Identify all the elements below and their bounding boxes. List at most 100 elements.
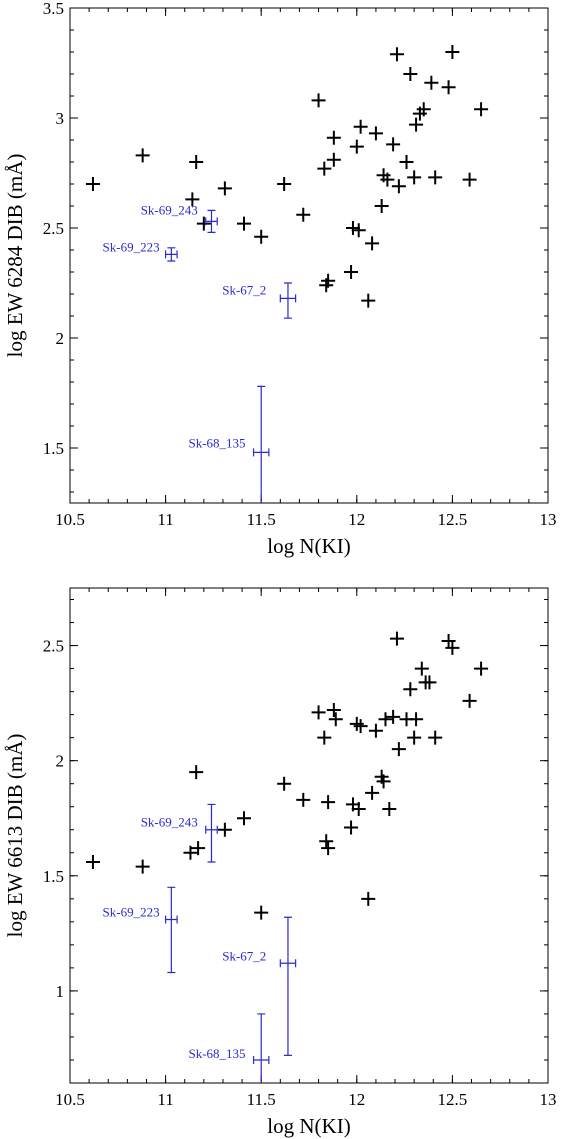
data-point-lmc-errorbar	[165, 886, 178, 974]
data-point-lmc-errorbar	[205, 209, 218, 233]
x-tick-label: 12.5	[438, 510, 468, 529]
data-point-milky-way	[353, 719, 368, 734]
y-tick-label: 2.5	[43, 219, 64, 238]
x-tick-label: 10.5	[55, 1090, 85, 1109]
data-point-milky-way	[189, 765, 204, 780]
data-point-milky-way	[399, 155, 414, 169]
data-point-milky-way	[321, 795, 336, 810]
y-tick-label: 1.5	[43, 439, 64, 458]
data-point-lmc-errorbar	[252, 1013, 270, 1083]
x-tick-label: 11	[157, 510, 173, 529]
data-point-milky-way	[378, 712, 393, 727]
data-point-milky-way	[317, 730, 332, 745]
data-point-milky-way	[391, 179, 406, 194]
data-point-milky-way	[344, 265, 359, 279]
data-point-milky-way	[474, 102, 489, 117]
data-point-milky-way	[345, 221, 360, 235]
data-point-milky-way	[414, 661, 429, 676]
data-point-milky-way	[185, 192, 200, 207]
x-tick-label: 11.5	[247, 1090, 276, 1109]
data-point-milky-way	[254, 229, 269, 244]
data-point-lmc-errorbar	[252, 385, 270, 503]
data-point-milky-way	[376, 774, 391, 789]
data-point-milky-way	[391, 742, 406, 757]
x-tick-label: 11	[157, 1090, 173, 1109]
y-axis-title: log EW 6284 DIB (mÅ)	[3, 154, 27, 358]
data-point-milky-way	[196, 216, 211, 231]
data-point-milky-way	[351, 802, 366, 817]
data-point-milky-way	[361, 891, 376, 906]
data-point-milky-way	[462, 693, 477, 708]
data-point-milky-way	[365, 236, 380, 251]
y-axis-title: log EW 6613 DIB (mÅ)	[3, 734, 27, 938]
data-point-milky-way	[85, 854, 100, 869]
x-tick-label: 10.5	[55, 510, 85, 529]
chart-panel-6284: 10.5 11 11.5 12 12.5 13 1.5 2 2.5 3 3.5 log N(KI) lo…	[3, 0, 557, 558]
data-point-milky-way	[254, 905, 269, 920]
y-tick-label: 1.5	[43, 867, 64, 886]
data-point-milky-way	[361, 293, 376, 308]
data-point-milky-way	[296, 207, 311, 222]
data-point-milky-way	[217, 181, 232, 196]
data-point-lmc-errorbar	[279, 916, 297, 1056]
data-point-milky-way	[428, 170, 443, 185]
data-point-milky-way	[407, 170, 422, 185]
data-point-milky-way	[135, 859, 150, 874]
lmc-star-label: Sk-67_2	[222, 282, 266, 297]
data-point-milky-way	[296, 792, 311, 807]
data-point-lmc-errorbar	[205, 803, 218, 863]
data-point-milky-way	[189, 155, 204, 169]
x-axis-title: log N(KI)	[267, 534, 350, 558]
data-point-milky-way	[344, 820, 359, 835]
data-point-milky-way	[403, 682, 418, 697]
data-point-milky-way	[311, 93, 326, 108]
y-tick-label: 2	[56, 752, 65, 771]
data-point-milky-way	[445, 640, 460, 655]
y-tick-label: 1	[56, 982, 65, 1001]
lmc-star-label: Sk-68_135	[188, 1046, 245, 1061]
data-point-milky-way	[368, 723, 383, 738]
lmc-star-label: Sk-69_223	[103, 239, 160, 254]
data-point-milky-way	[365, 785, 380, 800]
data-point-milky-way	[217, 822, 232, 837]
data-point-milky-way	[183, 845, 198, 860]
x-axis-title: log N(KI)	[267, 1114, 350, 1138]
data-point-milky-way	[462, 172, 477, 187]
data-point-milky-way	[422, 675, 437, 690]
data-point-milky-way	[409, 712, 424, 727]
data-point-lmc-errorbar	[279, 282, 297, 319]
data-point-milky-way	[319, 834, 334, 849]
plot-area	[85, 631, 489, 1083]
x-tick-label: 12.5	[438, 1090, 468, 1109]
data-point-milky-way	[474, 661, 489, 676]
x-tick-label: 13	[540, 510, 557, 529]
data-point-milky-way	[236, 811, 251, 826]
data-point-milky-way	[135, 148, 150, 163]
y-tick-label: 3.5	[43, 0, 64, 18]
data-point-milky-way	[445, 45, 460, 59]
data-point-milky-way	[277, 776, 292, 791]
data-point-milky-way	[326, 130, 341, 145]
data-point-milky-way	[277, 177, 292, 191]
x-tick-label: 12	[348, 510, 365, 529]
data-point-milky-way	[85, 177, 100, 191]
data-point-milky-way	[389, 631, 404, 646]
data-point-milky-way	[326, 703, 341, 718]
data-point-milky-way	[321, 841, 336, 856]
x-tick-label: 11.5	[247, 510, 276, 529]
lmc-star-label: Sk-68_135	[188, 435, 245, 450]
lmc-star-label: Sk-67_2	[222, 948, 266, 963]
data-point-milky-way	[380, 172, 395, 187]
plot-area	[85, 45, 489, 503]
data-point-milky-way	[386, 137, 401, 152]
data-point-milky-way	[191, 841, 206, 856]
y-tick-label: 3	[56, 109, 65, 128]
data-point-milky-way	[382, 802, 397, 817]
data-point-milky-way	[424, 75, 439, 90]
y-tick-label: 2	[56, 329, 65, 348]
data-point-milky-way	[321, 273, 336, 288]
data-point-milky-way	[351, 223, 366, 238]
data-point-milky-way	[386, 709, 401, 724]
